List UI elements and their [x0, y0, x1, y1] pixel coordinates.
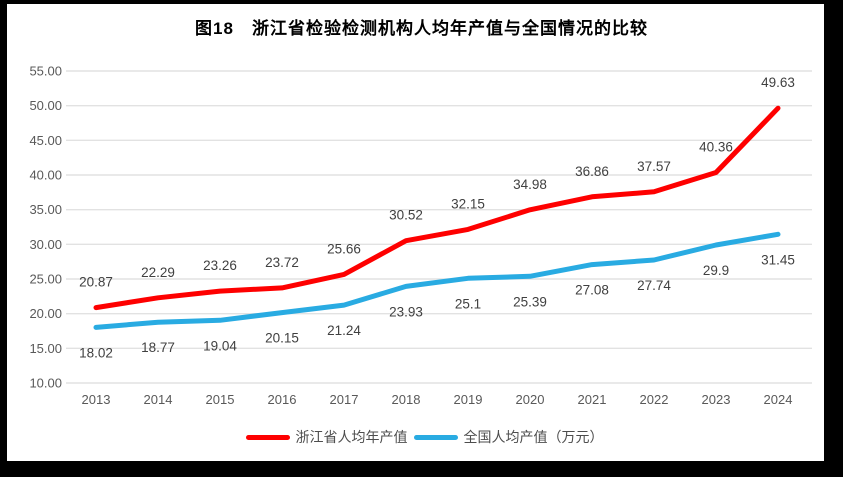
- x-axis-tick-label: 2016: [268, 392, 297, 407]
- data-label: 20.15: [265, 331, 299, 346]
- series-line-0: [93, 105, 781, 311]
- y-axis-tick-label: 30.00: [29, 237, 62, 252]
- data-label: 23.93: [389, 304, 423, 319]
- legend-label-zhejiang: 浙江省人均年产值: [295, 429, 408, 445]
- y-axis-tick-label: 20.00: [29, 306, 62, 321]
- series-line-1: [93, 231, 781, 330]
- y-axis-tick-label: 15.00: [29, 341, 62, 356]
- x-axis-tick-label: 2014: [144, 392, 173, 407]
- data-label: 37.57: [637, 159, 671, 174]
- data-label: 23.26: [203, 258, 237, 273]
- legend-line-red-icon: [245, 434, 290, 440]
- legend-item-zhejiang: 浙江省人均年产值: [240, 427, 408, 447]
- x-axis-tick-label: 2024: [764, 392, 793, 407]
- data-label: 31.45: [761, 252, 795, 267]
- x-axis-tick-label: 2015: [206, 392, 235, 407]
- data-label: 25.39: [513, 294, 547, 309]
- x-axis-tick-label: 2017: [330, 392, 359, 407]
- data-label: 23.72: [265, 255, 299, 270]
- data-label: 18.02: [79, 345, 113, 360]
- data-label: 40.36: [699, 140, 733, 155]
- data-label: 25.66: [327, 241, 361, 256]
- frame-border-right: [824, 0, 843, 477]
- data-label: 29.9: [703, 263, 729, 278]
- data-label: 22.29: [141, 265, 175, 280]
- x-axis-tick-label: 2023: [702, 392, 731, 407]
- y-axis-tick-label: 45.00: [29, 133, 62, 148]
- x-axis-tick-label: 2013: [82, 392, 111, 407]
- legend-label-national: 全国人均产值（万元）: [463, 429, 604, 445]
- y-axis-tick-label: 35.00: [29, 202, 62, 217]
- data-label: 19.04: [203, 338, 237, 353]
- data-label: 27.74: [637, 278, 671, 293]
- x-axis-tick-label: 2020: [516, 392, 545, 407]
- y-axis-tick-label: 10.00: [29, 376, 62, 391]
- legend-line-blue-icon: [413, 434, 458, 440]
- data-label: 21.24: [327, 323, 361, 338]
- data-label: 36.86: [575, 164, 609, 179]
- data-label: 27.08: [575, 283, 609, 298]
- x-axis-tick-label: 2018: [392, 392, 421, 407]
- data-label: 30.52: [389, 208, 423, 223]
- data-label: 34.98: [513, 177, 547, 192]
- x-axis-tick-label: 2021: [578, 392, 607, 407]
- data-label: 25.1: [455, 296, 481, 311]
- frame-border-top: [0, 0, 843, 4]
- data-label: 49.63: [761, 75, 795, 90]
- y-axis-tick-label: 55.00: [29, 64, 62, 79]
- y-axis-tick-label: 50.00: [29, 98, 62, 113]
- y-axis-tick-label: 25.00: [29, 272, 62, 287]
- x-axis-tick-label: 2022: [640, 392, 669, 407]
- data-label: 32.15: [451, 196, 485, 211]
- y-axis-tick-label: 40.00: [29, 168, 62, 183]
- frame-border-left: [0, 0, 7, 477]
- chart-title: 图18 浙江省检验检测机构人均年产值与全国情况的比较: [195, 19, 648, 38]
- data-label: 20.87: [79, 275, 113, 290]
- frame-border-bottom: [0, 461, 843, 477]
- legend-item-national: 全国人均产值（万元）: [408, 427, 604, 447]
- x-axis-tick-label: 2019: [454, 392, 483, 407]
- data-label: 18.77: [141, 340, 175, 355]
- chart-legend: 浙江省人均年产值 全国人均产值（万元）: [0, 427, 843, 447]
